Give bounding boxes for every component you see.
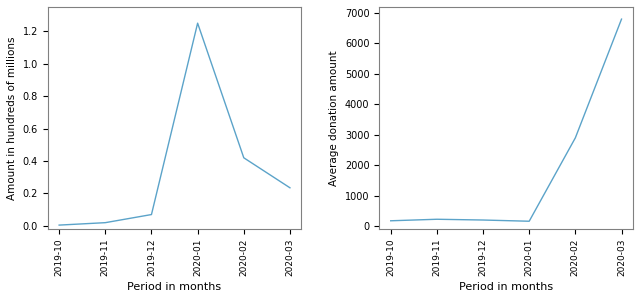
Y-axis label: Amount in hundreds of millions: Amount in hundreds of millions [7,36,17,200]
Y-axis label: Average donation amount: Average donation amount [329,50,339,186]
X-axis label: Period in months: Period in months [459,282,553,292]
X-axis label: Period in months: Period in months [127,282,221,292]
